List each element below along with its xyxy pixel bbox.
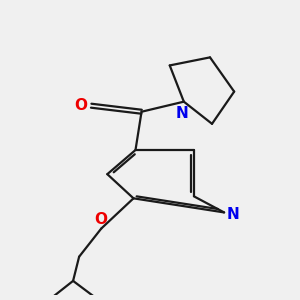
Text: N: N [227,207,240,222]
Text: N: N [176,106,188,121]
Text: O: O [75,98,88,113]
Text: O: O [94,212,107,227]
